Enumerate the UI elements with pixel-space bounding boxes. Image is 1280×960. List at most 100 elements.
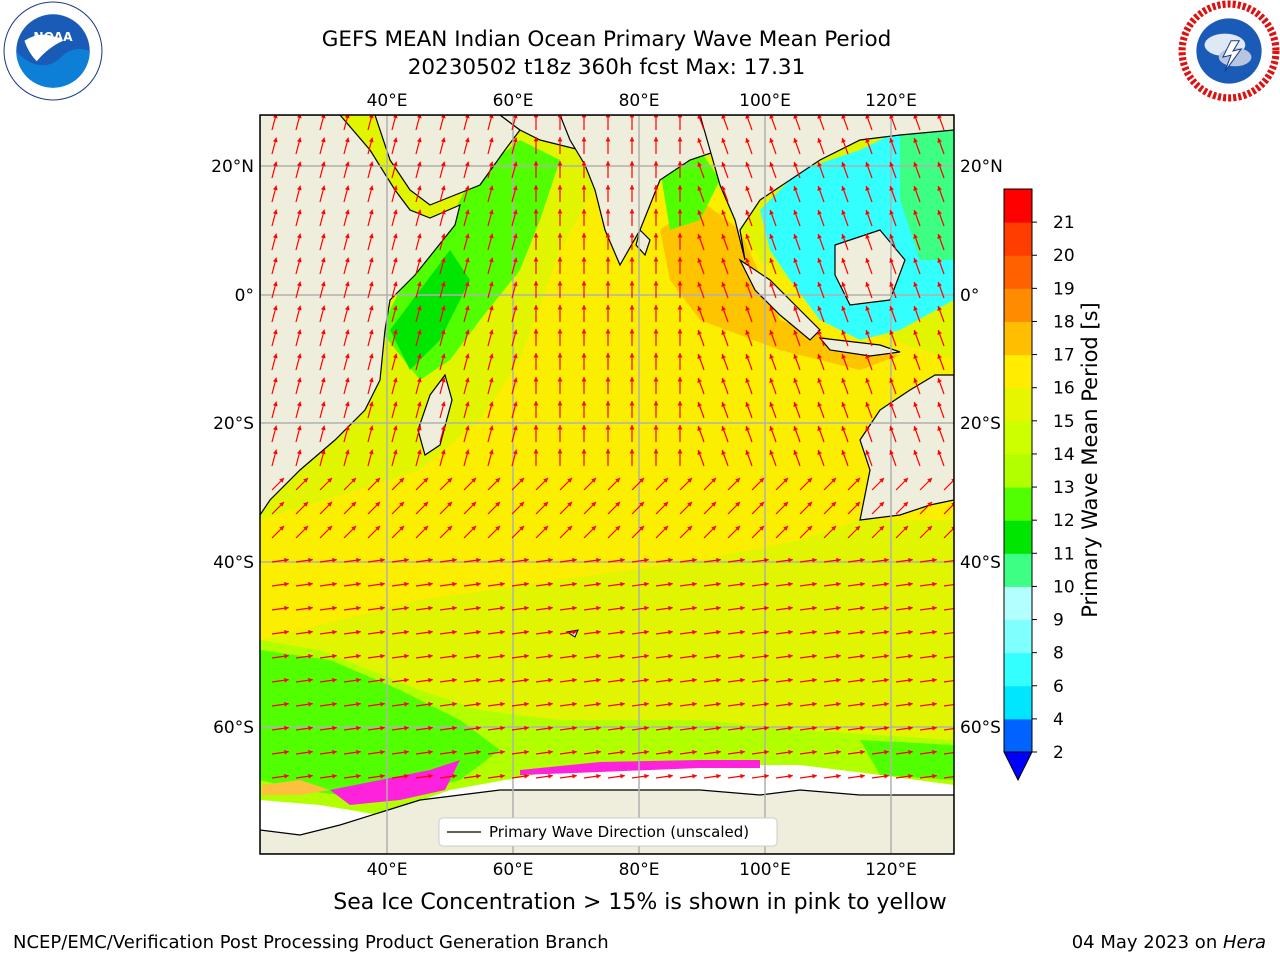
wave-arrow-head <box>793 138 798 143</box>
wave-arrow-head <box>296 401 302 407</box>
wave-arrow-head <box>889 186 894 191</box>
wave-arrow-head <box>416 257 422 263</box>
wave-arrow-head <box>533 281 539 286</box>
wave-arrow-head <box>735 478 740 483</box>
wave-arrow-head <box>605 137 611 142</box>
wave-arrow-head <box>764 701 769 707</box>
wave-arrow-head <box>567 526 572 531</box>
wave-arrow-head <box>512 377 518 383</box>
wave-arrow-head <box>581 425 587 430</box>
wave-arrow-head <box>692 773 697 779</box>
wave-arrow-head <box>692 557 697 563</box>
wave-arrow-head <box>913 426 918 431</box>
wave-arrow-head <box>279 526 284 531</box>
wave-arrow-head <box>668 725 673 731</box>
wave-arrow-head <box>639 502 644 507</box>
colorbar-tick-label: 14 <box>1053 445 1075 465</box>
wave-arrow-head <box>272 233 278 239</box>
wave-arrow-head <box>860 773 865 779</box>
wave-arrow-head <box>272 377 278 383</box>
wave-arrow-head <box>533 353 539 358</box>
wave-arrow-head <box>452 677 457 683</box>
wave-arrow-head <box>932 677 937 683</box>
wave-arrow-head <box>488 449 494 455</box>
wave-arrow-head <box>653 425 659 430</box>
wave-arrow-head <box>392 377 398 383</box>
wave-arrow-head <box>697 162 702 167</box>
wave-arrow-head <box>687 478 692 483</box>
wave-arrow-head <box>769 282 774 287</box>
wave-arrow-head <box>716 749 721 755</box>
wave-arrow-head <box>368 161 374 167</box>
wave-arrow-head <box>889 162 894 167</box>
wave-arrow-head <box>793 234 798 239</box>
wave-arrow-head <box>596 773 601 779</box>
wave-arrow-head <box>296 137 302 143</box>
wave-arrow-head <box>476 557 481 563</box>
wave-arrow-head <box>629 449 635 454</box>
wave-arrow-head <box>711 478 716 483</box>
wave-arrow-head <box>629 377 635 382</box>
wave-arrow-head <box>740 581 745 587</box>
wave-arrow-head <box>865 186 870 191</box>
wave-arrow-head <box>721 306 726 311</box>
wave-arrow-head <box>653 161 659 166</box>
wave-arrow-head <box>452 581 457 587</box>
wave-arrow <box>943 559 954 563</box>
map-panel <box>260 115 954 854</box>
wave-arrow-head <box>557 401 563 406</box>
wave-arrow-head <box>296 425 302 431</box>
wave-arrow-head <box>320 425 326 431</box>
wave-arrow-head <box>344 329 350 335</box>
wave-arrow-head <box>932 725 937 731</box>
wave-arrow-head <box>721 234 726 239</box>
lon-tick-bottom: 100°E <box>739 860 791 880</box>
wave-arrow-head <box>764 749 769 755</box>
wave-arrow-head <box>296 257 302 263</box>
wave-arrow-head <box>416 137 422 143</box>
wave-arrow-head <box>440 401 446 407</box>
wave-arrow-head <box>404 725 409 731</box>
wave-arrow-head <box>368 209 374 215</box>
wave-arrow-head <box>644 773 649 779</box>
wave-arrow-head <box>488 401 494 407</box>
wave-arrow-head <box>812 605 817 611</box>
wave-arrow-head <box>644 677 649 683</box>
wave-arrow-head <box>769 378 774 383</box>
wave-arrow-head <box>817 402 822 407</box>
wave-arrow-head <box>860 725 865 731</box>
wave-arrow-head <box>788 701 793 707</box>
wave-arrow-head <box>524 629 529 635</box>
wave-arrow-head <box>841 282 846 287</box>
wave-arrow-head <box>557 353 563 358</box>
colorbar-band <box>1004 189 1032 223</box>
wave-arrow-head <box>327 502 332 507</box>
wave-arrow-head <box>841 306 846 311</box>
wave-arrow-head <box>908 557 913 563</box>
wave-arrow-head <box>392 115 398 119</box>
wave-arrow-head <box>769 186 774 191</box>
wave-arrow-head <box>512 401 518 407</box>
wave-arrow-head <box>937 402 942 407</box>
wave-arrow-head <box>356 581 361 587</box>
wave-arrow-head <box>721 282 726 287</box>
wave-arrow-head <box>351 502 356 507</box>
wave-arrow-head <box>380 677 385 683</box>
wave-arrow-head <box>745 306 750 311</box>
wave-arrow-head <box>889 354 894 359</box>
wave-arrow-head <box>284 557 289 563</box>
wave-arrow-head <box>788 773 793 779</box>
lon-tick-top: 60°E <box>493 91 534 111</box>
wave-arrow-head <box>769 115 774 119</box>
wave-arrow-head <box>841 258 846 263</box>
wave-arrow-head <box>572 725 577 731</box>
wave-arrow-head <box>769 330 774 335</box>
wave-arrow-head <box>697 378 702 383</box>
wave-arrow-head <box>533 257 539 262</box>
wave-arrow-head <box>272 209 278 215</box>
wave-arrow-head <box>272 281 278 287</box>
wave-arrow-head <box>512 185 518 191</box>
wave-arrow-head <box>913 234 918 239</box>
wave-arrow-head <box>668 677 673 683</box>
wave-arrow-head <box>464 209 470 215</box>
